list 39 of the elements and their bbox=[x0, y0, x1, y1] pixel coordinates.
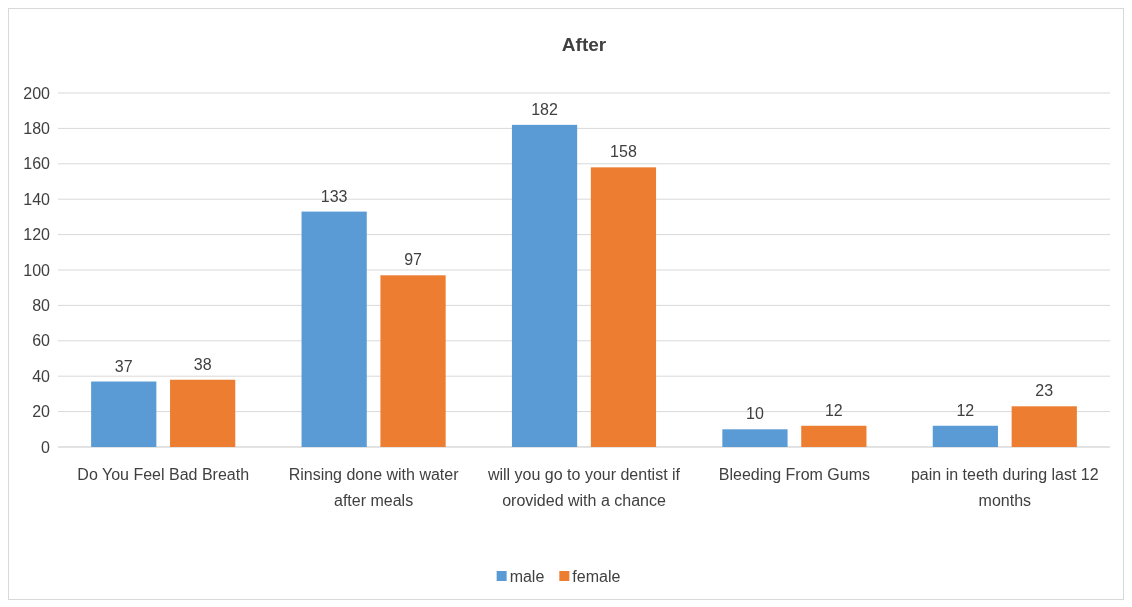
data-label: 158 bbox=[610, 143, 637, 161]
bar bbox=[801, 425, 867, 447]
y-tick-label: 200 bbox=[23, 84, 51, 102]
bar bbox=[722, 429, 788, 447]
data-label: 23 bbox=[1035, 382, 1054, 400]
data-label: 37 bbox=[114, 357, 133, 375]
x-tick-label: pain in teeth during last 12 months bbox=[910, 466, 1099, 509]
data-label: 12 bbox=[956, 401, 975, 419]
y-tick-label: 80 bbox=[32, 297, 51, 314]
legend-label: male bbox=[509, 567, 545, 585]
y-tick-label: 20 bbox=[32, 403, 51, 421]
bar bbox=[1011, 406, 1077, 447]
x-tick-label: Bleeding From Gums bbox=[718, 466, 870, 483]
y-tick-label: 0 bbox=[41, 438, 51, 456]
bar bbox=[380, 275, 446, 447]
x-tick-label: will you go to your dentist if orovided with a chance bbox=[486, 466, 681, 509]
bar bbox=[590, 167, 657, 447]
y-tick-label: 140 bbox=[23, 190, 51, 208]
bar bbox=[301, 211, 367, 447]
y-tick-label: 180 bbox=[23, 120, 51, 137]
y-tick-label: 40 bbox=[32, 367, 51, 385]
data-label: 12 bbox=[824, 401, 843, 419]
legend-label: female bbox=[572, 567, 621, 585]
bar bbox=[511, 124, 578, 447]
data-label: 38 bbox=[193, 355, 212, 373]
data-label: 10 bbox=[746, 405, 764, 423]
x-tick-label: Do You Feel Bad Breath bbox=[77, 466, 250, 483]
y-tick-label: 100 bbox=[23, 261, 51, 279]
data-label: 133 bbox=[320, 187, 348, 205]
chart-title: After bbox=[561, 34, 607, 55]
bar bbox=[91, 381, 157, 447]
y-tick-label: 160 bbox=[23, 155, 51, 173]
x-tick-label: Rinsing done with water after meals bbox=[288, 466, 460, 509]
y-tick-label: 60 bbox=[32, 332, 51, 350]
data-label: 182 bbox=[531, 100, 558, 118]
bar bbox=[170, 379, 236, 447]
data-label: 97 bbox=[404, 251, 423, 269]
bar bbox=[932, 425, 998, 447]
y-tick-label: 120 bbox=[23, 226, 51, 244]
